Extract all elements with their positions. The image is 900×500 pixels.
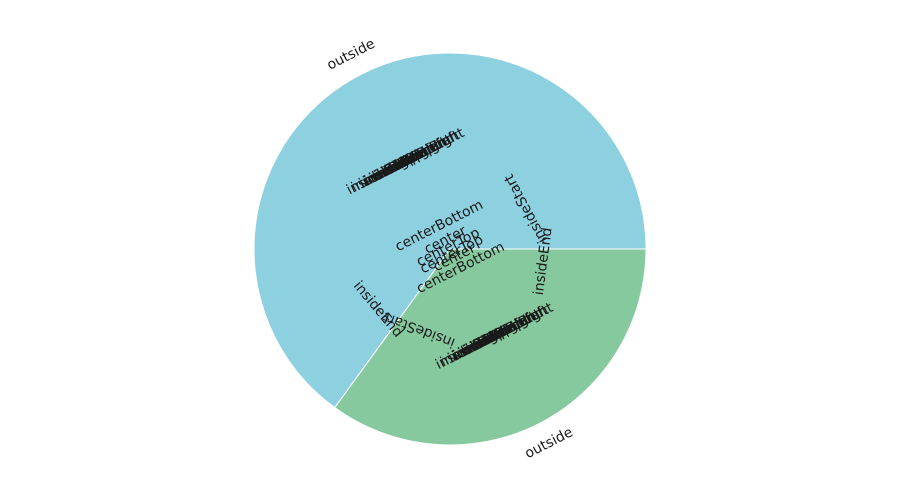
pie-slices bbox=[253, 52, 647, 446]
pie-slice-0[interactable] bbox=[253, 52, 647, 409]
pie-slice-1[interactable] bbox=[334, 248, 647, 446]
pie-label-outside-slice-1: outside bbox=[522, 424, 575, 462]
pie-label-outside-slice-0: outside bbox=[324, 36, 377, 74]
